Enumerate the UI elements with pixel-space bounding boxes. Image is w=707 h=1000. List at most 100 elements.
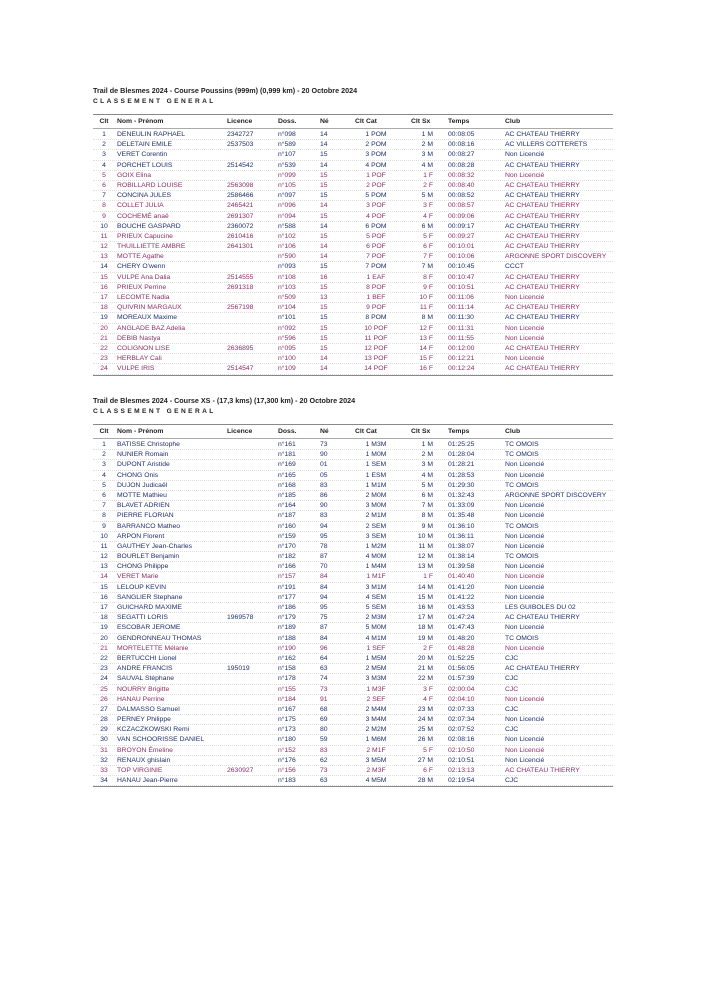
cell-rank: 12 bbox=[100, 243, 108, 251]
cell-category-rank: 5 POF bbox=[366, 232, 386, 240]
cell-licence: 2630927 bbox=[227, 767, 254, 774]
cell-time: 01:48:28 bbox=[448, 644, 475, 652]
cell-birth-year: 15 bbox=[320, 171, 328, 179]
cell-birth-year: 15 bbox=[320, 181, 328, 189]
cell-club: Non Licencié bbox=[505, 151, 545, 159]
cell-licence: 2360072 bbox=[227, 222, 254, 230]
cell-rank: 2 bbox=[102, 141, 106, 149]
table-row: 17 GUICHARD MAXIME n°186 95 5 SEM 16 M 01:43:5… bbox=[93, 603, 613, 614]
cell-club: AC CHATEAU THIERRY bbox=[505, 222, 580, 230]
table-header: Clt Nom - Prénom Licence Doss. Né Clt Cat Clt … bbox=[93, 115, 613, 129]
cell-rank: 32 bbox=[100, 756, 108, 764]
cell-club: TC OMOIS bbox=[505, 553, 539, 561]
cell-time: 00:08:28 bbox=[448, 161, 475, 169]
cell-rank: 3 bbox=[102, 151, 106, 159]
cell-rank: 4 bbox=[102, 161, 106, 169]
cell-time: 02:08:16 bbox=[448, 736, 475, 744]
cell-sex-rank: 19 M bbox=[417, 634, 433, 642]
cell-sex-rank: 7 M bbox=[421, 263, 433, 271]
cell-birth-year: 01 bbox=[320, 461, 328, 469]
cell-name: THUILLIETTE AMBRE bbox=[117, 243, 186, 251]
table-row: 3 DUPONT Aristide n°169 01 1 SEM 3 M 01:28:21 N… bbox=[93, 460, 613, 471]
cell-sex-rank: 12 F bbox=[419, 324, 433, 332]
column-header-name: Nom - Prénom bbox=[117, 118, 164, 125]
column-header-bib: Doss. bbox=[278, 428, 297, 435]
table-row: 24 SAUVAL Stéphane n°178 74 3 M3M 22 M 01:57:3… bbox=[93, 674, 613, 685]
cell-name: VULPE Ana Dalia bbox=[117, 273, 171, 281]
cell-club: TC OMOIS bbox=[505, 522, 539, 530]
cell-rank: 6 bbox=[102, 181, 106, 189]
cell-time: 00:09:17 bbox=[448, 222, 475, 230]
cell-club: TC OMOIS bbox=[505, 451, 539, 459]
cell-sex-rank: 18 M bbox=[417, 624, 433, 632]
cell-time: 01:38:14 bbox=[448, 553, 475, 561]
cell-sex-rank: 3 F bbox=[423, 685, 433, 693]
cell-bib: n°588 bbox=[278, 222, 296, 230]
cell-birth-year: 87 bbox=[320, 624, 328, 632]
cell-name: SANGLIER Stephane bbox=[117, 593, 183, 601]
cell-category-rank: 2 M3F bbox=[366, 767, 386, 774]
cell-rank: 33 bbox=[100, 767, 108, 774]
cell-rank: 13 bbox=[100, 253, 108, 261]
cell-licence: 2537503 bbox=[227, 141, 254, 149]
cell-club: AC CHATEAU THIERRY bbox=[505, 212, 580, 220]
cell-rank: 34 bbox=[100, 777, 108, 785]
cell-category-rank: 1 M1M bbox=[365, 481, 387, 489]
cell-rank: 12 bbox=[100, 553, 108, 561]
cell-time: 02:00:04 bbox=[448, 685, 475, 693]
cell-name: HANAU Jean-Pierre bbox=[117, 777, 178, 785]
cell-rank: 3 bbox=[102, 461, 106, 469]
cell-birth-year: 14 bbox=[320, 141, 328, 149]
cell-birth-year: 83 bbox=[320, 481, 328, 489]
cell-club: CJC bbox=[505, 726, 519, 734]
cell-category-rank: 4 SEM bbox=[365, 593, 387, 601]
cell-time: 00:12:24 bbox=[448, 365, 475, 373]
table-row: 13 CHONG Philippe n°166 70 1 M4M 13 M 01:39:58… bbox=[93, 562, 613, 573]
cell-sex-rank: 5 F bbox=[423, 746, 433, 754]
cell-rank: 18 bbox=[100, 304, 108, 312]
cell-time: 02:13:13 bbox=[448, 767, 475, 774]
cell-birth-year: 83 bbox=[320, 746, 328, 754]
cell-sex-rank: 1 M bbox=[421, 441, 433, 448]
cell-name: BERTUCCHI Lionel bbox=[117, 654, 177, 662]
column-header-time: Temps bbox=[448, 428, 470, 435]
cell-club: AC CHATEAU THIERRY bbox=[505, 314, 580, 322]
results-table: Clt Nom - Prénom Licence Doss. Né Clt Cat Clt … bbox=[93, 424, 613, 788]
cell-birth-year: 90 bbox=[320, 451, 328, 459]
cell-sex-rank: 2 M bbox=[421, 451, 433, 459]
cell-category-rank: 1 M3F bbox=[366, 685, 386, 693]
table-row: 26 HANAU Perrine n°184 91 2 SEF 4 F 02:04:10 No… bbox=[93, 695, 613, 705]
cell-name: DUJON Judicaël bbox=[117, 481, 168, 489]
cell-club: CJC bbox=[505, 777, 519, 785]
cell-rank: 2 bbox=[102, 451, 106, 459]
cell-birth-year: 69 bbox=[320, 716, 328, 724]
cell-birth-year: 78 bbox=[320, 542, 328, 550]
cell-club: AC CHATEAU THIERRY bbox=[505, 365, 580, 373]
cell-bib: n°107 bbox=[278, 151, 296, 159]
cell-rank: 6 bbox=[102, 491, 106, 499]
cell-name: BARRANCO Matheo bbox=[117, 522, 181, 530]
cell-birth-year: 91 bbox=[320, 695, 328, 703]
table-row: 2 NUNIER Romain n°181 90 1 M0M 2 M 01:28:04 TC … bbox=[93, 450, 613, 461]
cell-bib: n°102 bbox=[278, 232, 296, 240]
cell-category-rank: 6 POF bbox=[366, 243, 386, 251]
cell-licence: 2610416 bbox=[227, 232, 254, 240]
cell-name: MOTTE Mathieu bbox=[117, 491, 167, 499]
cell-category-rank: 2 M3M bbox=[365, 614, 387, 622]
cell-time: 01:33:09 bbox=[448, 502, 475, 510]
cell-bib: n°099 bbox=[278, 171, 296, 179]
cell-name: LELOUP KEVIN bbox=[117, 583, 166, 591]
cell-category-rank: 8 POF bbox=[366, 283, 386, 291]
cell-sex-rank: 27 M bbox=[417, 756, 433, 764]
cell-rank: 25 bbox=[100, 685, 108, 693]
cell-licence: 2567198 bbox=[227, 304, 254, 312]
table-row: 18 SEGATTI LORIS 1969578 n°179 75 2 M3M 17 M 01… bbox=[93, 613, 613, 624]
table-row: 31 BROYON Émeline n°152 83 2 M1F 5 F 02:10:50 N… bbox=[93, 746, 613, 756]
cell-bib: n°156 bbox=[278, 767, 296, 774]
table-header: Clt Nom - Prénom Licence Doss. Né Clt Cat Clt … bbox=[93, 425, 613, 439]
table-row: 19 MOREAUX Maxime n°101 15 8 POM 8 M 00:11:30 A… bbox=[93, 313, 613, 324]
cell-sex-rank: 6 M bbox=[421, 491, 433, 499]
cell-birth-year: 15 bbox=[320, 304, 328, 312]
cell-name: ARPON Florent bbox=[117, 532, 165, 540]
table-row: 15 VULPE Ana Dalia 2514555 n°108 16 1 EAF 8 F 0… bbox=[93, 273, 613, 283]
